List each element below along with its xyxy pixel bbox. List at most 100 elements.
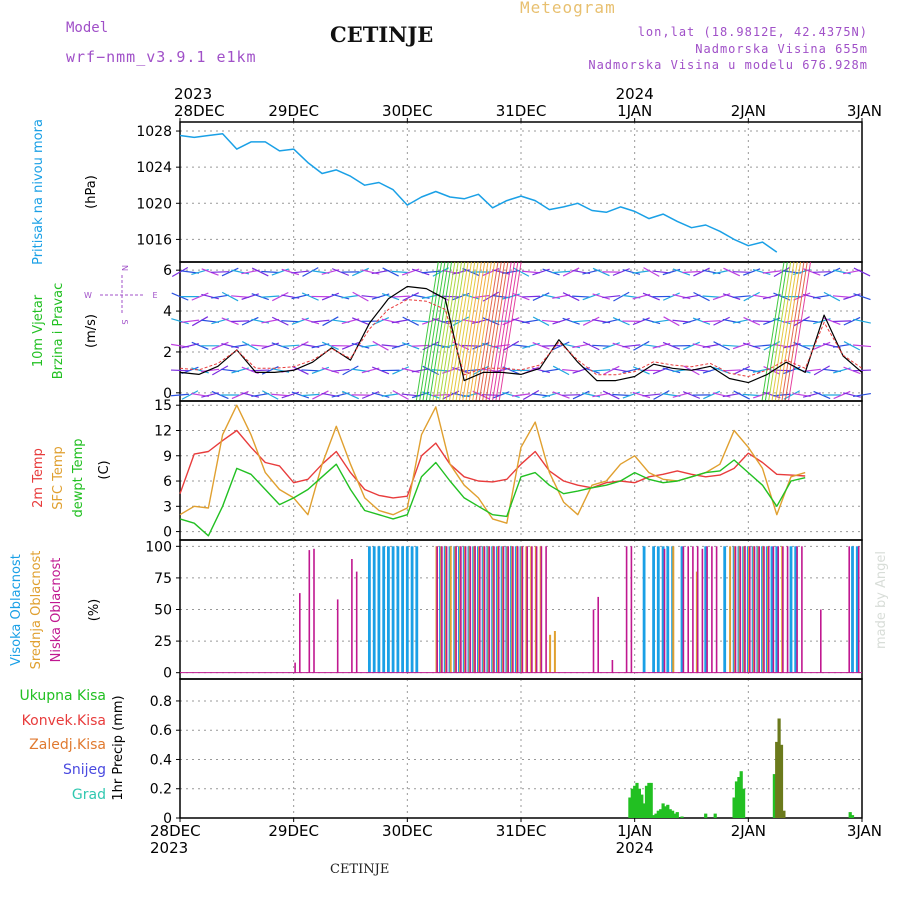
wind-barb [301,317,320,325]
wind-barb [622,344,641,348]
wind-barb [722,392,741,398]
wind-barb [712,392,731,398]
cloud-ylabel-high: Visoka Oblacnost [9,554,24,666]
precip-bar [734,781,739,818]
pressure-ylabel: Pritisak na nivou mora [31,119,46,265]
cloud-bar [469,546,472,673]
wind-barb [392,366,410,375]
cloud-bar [763,546,765,673]
cloud-bar [391,546,395,673]
wind-barb [762,391,781,399]
wind-barb [622,391,640,399]
cloud-bar [794,546,798,673]
precip-bar [777,718,781,818]
cloud-tick-label: 0 [163,666,172,682]
wind-barb [542,344,561,347]
temperature-tick-label: 0 [163,525,172,541]
precip-bar [666,804,670,818]
wind-barb [642,393,661,397]
station-title: CETINJE [330,22,434,47]
bottom-date-label: 28DEC [150,822,201,840]
wind-barb [783,390,801,400]
wind-barb [732,318,751,324]
wind-barb [381,292,400,301]
wind-barb [742,342,761,350]
wind-barb [382,267,399,277]
wind-barb [602,295,621,299]
wind-barb [201,368,220,373]
model-run: wrf−nmm_v3.9.1 e1km [66,48,257,66]
precip-bar [628,797,632,818]
cloud-bar [382,546,386,673]
cloud-bar [786,546,789,673]
wind-barb [562,292,580,302]
wind-barb [743,316,761,326]
precip-bar [782,810,786,818]
wind-barb [752,367,771,373]
wind-barb [813,365,830,376]
wind-barb [592,267,610,277]
wind-barb [462,293,480,300]
cloud-tick-label: 75 [154,571,172,587]
precip-bar [630,788,634,818]
wind-barb [351,342,370,349]
precip-bar [652,815,656,818]
wind-barb [582,316,600,326]
wind-barb [572,390,590,400]
precip-bar [850,815,855,818]
precip-tick-label: 0.8 [150,694,172,710]
cloud-bar [597,596,599,673]
wind-barb [532,292,550,301]
wind-barb [321,292,340,301]
cloud-bar [857,546,860,673]
wind-barb [201,293,219,300]
wind-barb [733,365,750,375]
cloud-bar [820,609,822,673]
precip-bar [775,741,779,818]
wind-barb [552,341,570,351]
wind-barb [221,291,239,302]
cloud-bar [535,546,538,673]
bottom-date-label: 2JAN [731,822,766,840]
wind-barb [572,295,591,298]
wind-barb [272,291,289,302]
cloud-bar [848,546,850,673]
wind-barb [682,294,701,299]
wind-barb [632,270,651,274]
wind-barb [643,267,660,277]
precip-bar [661,803,665,818]
cloud-bar [652,546,655,673]
cloud-bar [526,546,528,673]
precip-bar [654,813,658,818]
cloud-bar [744,546,746,673]
model-altitude-label: Nadmorska Visina u modelu 676.928m [588,58,868,72]
cloud-bar [355,571,358,673]
temperature-tick-label: 3 [163,499,172,515]
pressure-tick-label: 1028 [136,124,172,140]
wind-barb [823,343,841,349]
wind-barb [251,392,270,398]
cloud-tick-label: 50 [154,603,172,619]
cloud-bar [672,546,675,673]
cloud-bar [801,546,803,673]
precip-bar [656,810,660,818]
wind-barb [171,318,189,325]
wind-barb-strong [422,261,446,402]
wind-barb [402,316,419,326]
pressure-unit: (hPa) [84,175,99,209]
wind-barb [181,390,199,400]
wind-barb-strong [761,261,785,402]
wind-barb [853,293,871,301]
wind-barb [231,390,249,400]
precip-bar [675,812,679,818]
wind-barb [502,317,520,326]
temperature-tick-label: 6 [163,474,172,490]
wind-barb-strong [442,261,466,402]
wind-barb [702,320,721,323]
wind-barb [712,366,731,375]
cloud-bar [723,546,727,673]
wind-barb [843,392,861,398]
wind-barb [692,317,711,325]
cloud-bar [497,546,500,673]
cloud-tick-label: 25 [154,634,172,650]
